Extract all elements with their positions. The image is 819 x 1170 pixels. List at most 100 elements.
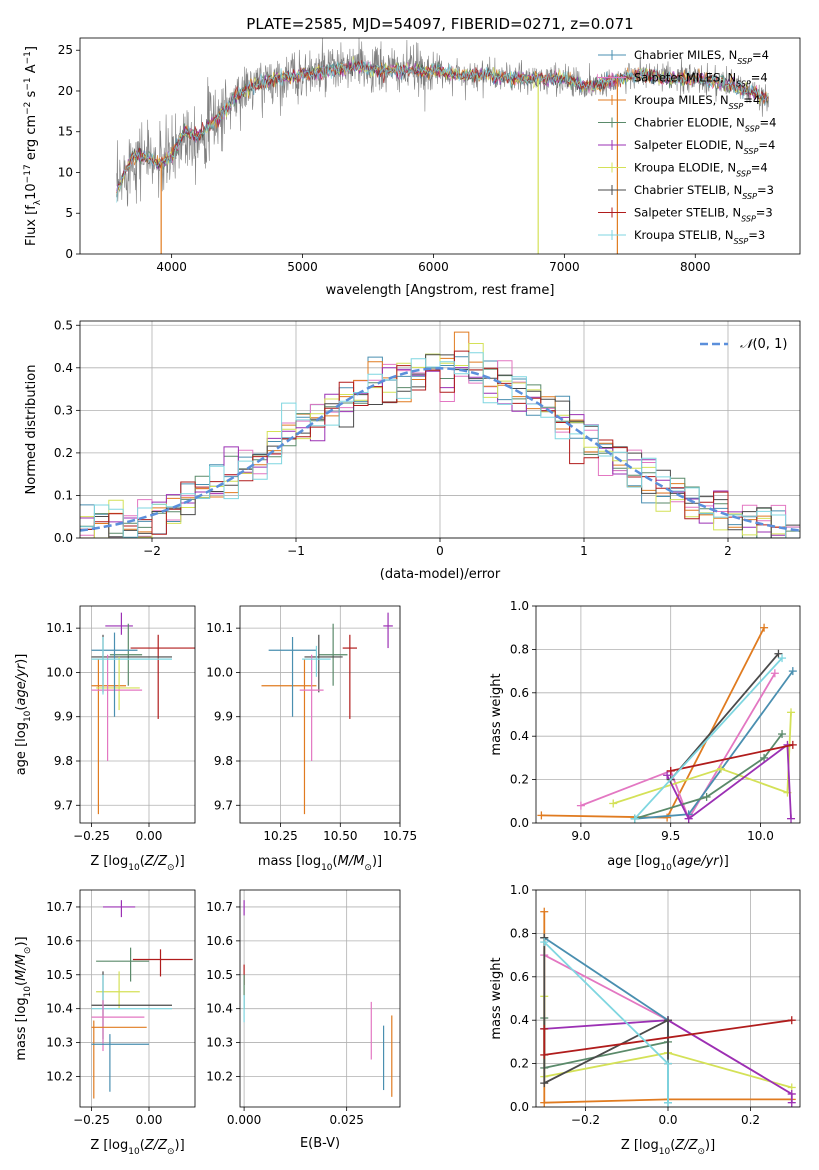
legend-label: 𝒩(0, 1) (740, 337, 787, 352)
x-axis-label: (data-model)/error (380, 567, 501, 582)
panel-age-vs-mass: 10.25 10.50 10.75 9.7 9.8 9.9 10.0 10.1 mass [lo… (206, 605, 417, 873)
x-axis-label: mass [log10(M/M⊙)] (258, 854, 382, 873)
axes-frame (535, 889, 801, 1108)
y-tick-label: 10.6 (46, 934, 73, 948)
x-tick-label: 9.0 (571, 829, 590, 843)
legend-label: Salpeter STELIB, NSSP=3 (634, 206, 773, 224)
y-tick-label: 0.5 (54, 318, 73, 332)
y-tick-label: 0 (65, 247, 73, 261)
axes-frame (79, 605, 196, 824)
plot-area (80, 331, 800, 538)
weight-line-chabrier-elodie (543, 1018, 669, 1070)
x-tick-label: 5000 (287, 260, 318, 274)
legend-label: Kroupa ELODIE, NSSP=4 (634, 161, 768, 179)
panel-mass-vs-EBV: 0.000 0.025 10.2 10.3 10.4 10.5 10.6 10.7 E(B-V) (206, 889, 401, 1151)
panel-residuals: −2 −1 0 1 2 0.0 0.1 0.2 0.3 0.4 0.5 (data-model)/er… (24, 318, 801, 582)
y-axis-label: Normed distribution (24, 365, 39, 495)
histogram-salpeter-stelib (80, 350, 800, 538)
x-tick-label: 0.00 (136, 1113, 163, 1127)
y-tick-label: 9.9 (54, 710, 73, 724)
axes-frame (239, 605, 401, 824)
y-tick-label: 0.0 (54, 531, 73, 545)
x-tick-label: 10.75 (383, 829, 417, 843)
x-tick-label: 2 (724, 544, 732, 558)
x-tick-label: −0.25 (73, 1113, 110, 1127)
y-tick-label: 25 (58, 43, 73, 57)
x-axis-label: age [log10(age/yr)] (607, 854, 729, 873)
x-tick-label: −1 (287, 544, 305, 558)
axes-frame (79, 889, 196, 1108)
y-tick-label: 0.6 (510, 970, 529, 984)
x-tick-label: 10.0 (747, 829, 774, 843)
y-tick-label: 10 (58, 165, 73, 179)
y-tick-label: 10.6 (206, 934, 233, 948)
legend-label: Chabrier ELODIE, NSSP=4 (634, 116, 776, 134)
y-tick-label: 5 (65, 206, 73, 220)
axes-frame (79, 37, 801, 255)
y-tick-label: 0.0 (510, 816, 529, 830)
y-tick-label: 0.2 (510, 1057, 529, 1071)
y-tick-label: 0.2 (54, 446, 73, 460)
weight-line-salpeter-stelib (670, 744, 793, 772)
x-tick-label: −0.25 (73, 829, 110, 843)
plot-area (261, 612, 393, 815)
legend-label: Chabrier MILES, NSSP=4 (634, 48, 769, 66)
y-axis-label: age [log10(age/yr)] (14, 654, 33, 776)
y-tick-label: 10.0 (46, 665, 73, 679)
plot-area (540, 907, 796, 1107)
plot-area (537, 623, 797, 823)
axes-frame (79, 320, 801, 539)
plot-area (91, 612, 195, 815)
y-axis-label: Flux [fλ10−17 erg cm−2 s−1 A−1] (23, 46, 43, 246)
x-tick-label: 8000 (680, 260, 711, 274)
y-tick-label: 10.7 (206, 900, 233, 914)
y-tick-label: 9.7 (54, 798, 73, 812)
x-tick-label: 0.2 (741, 1113, 760, 1127)
legend-label: Kroupa MILES, NSSP=4 (634, 93, 760, 111)
y-tick-label: 10.0 (206, 665, 233, 679)
plot-area (91, 900, 193, 1099)
x-tick-label: 10.50 (323, 829, 357, 843)
y-tick-label: 9.7 (214, 798, 233, 812)
x-tick-label: 4000 (156, 260, 187, 274)
plot-area (116, 38, 769, 254)
y-tick-label: 0.4 (510, 1013, 529, 1027)
y-tick-label: 0.3 (54, 403, 73, 417)
y-tick-label: 0.6 (510, 686, 529, 700)
figure-title: PLATE=2585, MJD=54097, FIBERID=0271, z=0… (246, 15, 633, 33)
panel-age-vs-Z: −0.25 0.00 9.7 9.8 9.9 10.0 10.1 Z [log10(Z/Z⊙)… (14, 605, 196, 873)
y-tick-label: 9.8 (54, 754, 73, 768)
weight-line-salpeter-miles (580, 672, 776, 821)
x-tick-label: −2 (143, 544, 161, 558)
panel-spectrum: 4000 5000 6000 7000 8000 0 5 10 15 20 25 wavelength… (23, 37, 801, 298)
weight-line-salpeter-elodie (666, 743, 792, 821)
x-tick-label: 10.25 (263, 829, 297, 843)
x-axis-label: Z [log10(Z/Z⊙)] (621, 1138, 715, 1157)
x-axis-label: wavelength [Angstrom, rest frame] (326, 283, 555, 298)
y-tick-label: 10.5 (46, 968, 73, 982)
x-axis-label: E(B-V) (300, 1136, 340, 1151)
y-tick-label: 10.1 (46, 621, 73, 635)
x-axis-label: Z [log10(Z/Z⊙)] (90, 1138, 184, 1157)
weight-line-kroupa-elodie (612, 712, 792, 805)
y-tick-label: 10.1 (206, 621, 233, 635)
legend-label: Salpeter ELODIE, NSSP=4 (634, 138, 775, 156)
x-tick-label: 7000 (549, 260, 580, 274)
model-line-kroupa-stelib (116, 59, 769, 203)
x-tick-label: 1 (580, 544, 588, 558)
y-tick-label: 10.4 (206, 1002, 233, 1016)
plot-area (243, 900, 393, 1097)
panel-weight-vs-age: 9.0 9.5 10.0 0.0 0.2 0.4 0.6 0.8 1.0 age [log10(a… (489, 599, 801, 873)
histogram-kroupa-stelib (80, 352, 800, 538)
x-tick-label: 0 (436, 544, 444, 558)
y-tick-label: 9.8 (214, 754, 233, 768)
y-tick-label: 1.0 (510, 883, 529, 897)
x-tick-label: 0.025 (329, 1113, 363, 1127)
y-tick-label: 10.7 (46, 900, 73, 914)
y-tick-label: 0.8 (510, 642, 529, 656)
legend-label: Kroupa STELIB, NSSP=3 (634, 228, 765, 246)
y-tick-label: 0.4 (54, 361, 73, 375)
y-tick-label: 20 (58, 84, 73, 98)
y-tick-label: 0.0 (510, 1100, 529, 1114)
y-tick-label: 10.2 (46, 1069, 73, 1083)
